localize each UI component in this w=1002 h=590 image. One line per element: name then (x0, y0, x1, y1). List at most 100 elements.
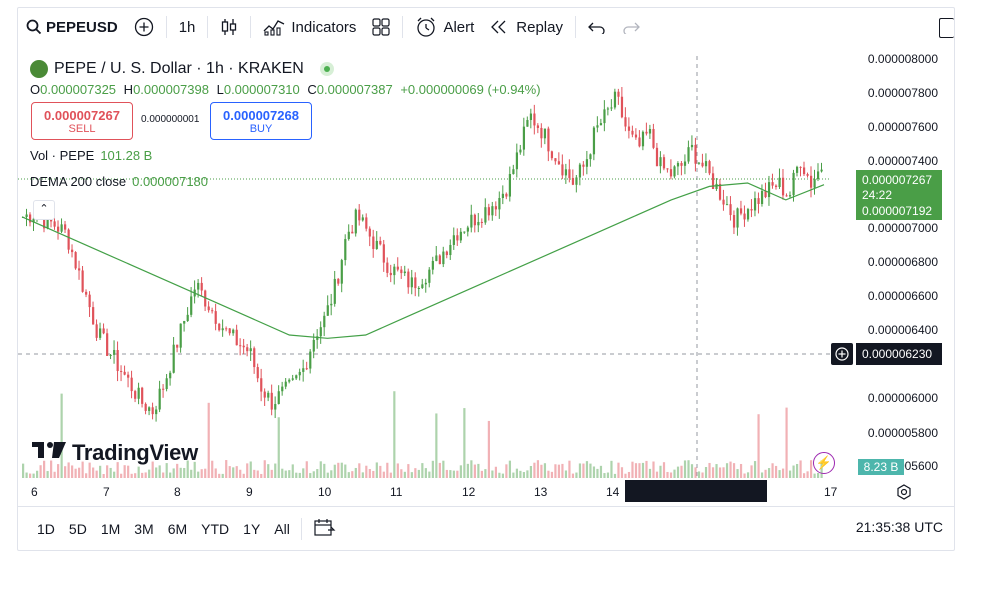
volume-bar (221, 473, 224, 478)
candle-body (92, 307, 95, 325)
layouts-button[interactable] (364, 8, 398, 46)
volume-bar (253, 469, 256, 478)
volume-bar (571, 473, 575, 478)
compare-symbol-button[interactable] (126, 8, 162, 46)
candle-body (452, 235, 455, 245)
candle-body (337, 278, 340, 284)
range-button-1m[interactable]: 1M (100, 521, 121, 537)
lightning-icon[interactable]: ⚡ (813, 452, 835, 474)
candle-body (557, 161, 561, 165)
indicators-button[interactable]: Indicators (255, 8, 364, 46)
candle-body (263, 391, 266, 398)
candle-body (137, 387, 140, 399)
volume-bar (799, 460, 802, 478)
crosshair-add-button[interactable] (831, 343, 853, 365)
volume-bar (365, 465, 368, 478)
candle-body (813, 179, 816, 188)
range-button-5d[interactable]: 5D (68, 521, 87, 537)
candle-body (683, 161, 687, 166)
volume-bar (64, 466, 67, 478)
symbol-search-button[interactable]: PEPEUSD (18, 8, 126, 46)
volume-bar (305, 461, 308, 478)
candle-body (631, 130, 634, 135)
go-to-date-icon[interactable] (314, 518, 336, 541)
sell-label: SELL (68, 122, 96, 135)
volume-bar (92, 467, 95, 478)
candle-body (186, 314, 189, 322)
candle-body (690, 144, 694, 148)
price-chart[interactable] (18, 46, 954, 506)
volume-bar (71, 465, 74, 478)
fullscreen-icon[interactable] (939, 18, 954, 38)
range-button-3m[interactable]: 3M (134, 521, 154, 537)
series-title[interactable]: PEPE / U. S. Dollar · 1h · KRAKEN (54, 60, 304, 77)
replay-button[interactable]: Replay (482, 8, 571, 46)
volume-bar (669, 472, 673, 478)
range-button-ytd[interactable]: YTD (201, 521, 230, 537)
sell-button[interactable]: 0.000007267 SELL (31, 102, 133, 140)
candle-body (571, 178, 575, 185)
candle-body (340, 260, 343, 284)
dema-value: 0.000007180 (132, 174, 209, 189)
candle-body (785, 195, 788, 197)
range-button-1y[interactable]: 1Y (243, 521, 261, 537)
volume-bar (176, 463, 179, 478)
range-button-all[interactable]: All (274, 521, 290, 537)
candle-body (235, 329, 238, 346)
range-button-6m[interactable]: 6M (167, 521, 188, 537)
current-price: 0.000007267 (862, 173, 933, 187)
candle-body (71, 249, 74, 253)
candle-body (729, 204, 732, 216)
volume-bar (123, 465, 126, 478)
volume-bar (438, 462, 441, 478)
volume-bar (428, 471, 431, 478)
alert-button[interactable]: Alert (407, 8, 482, 46)
volume-bar (466, 463, 469, 478)
chevron-up-icon[interactable]: ⌃ (33, 200, 55, 220)
utc-clock[interactable]: 21:35:38 UTC (855, 519, 943, 535)
time-tick: 9 (246, 485, 253, 499)
volume-bar (529, 465, 533, 478)
undo-button[interactable] (580, 8, 614, 46)
range-button-1d[interactable]: 1D (37, 521, 55, 537)
candle-body (25, 214, 28, 217)
range-buttons: 1D 5D 1M 3M 6M YTD 1Y All (30, 521, 297, 537)
candle-body (816, 171, 820, 180)
candle-body (704, 161, 708, 167)
buy-button[interactable]: 0.000007268 BUY (210, 102, 312, 140)
chart-settings-icon[interactable] (896, 484, 912, 505)
candle-body (144, 403, 147, 411)
toolbar-divider (207, 16, 209, 38)
candle-body (29, 214, 32, 223)
candle-body (771, 182, 774, 186)
candle-body (606, 108, 610, 110)
candle-body (109, 354, 112, 356)
candle-body (655, 147, 659, 167)
volume-legend[interactable]: Vol · PEPE 101.28 B (30, 148, 153, 163)
candle-body (130, 377, 133, 392)
candle-body (505, 193, 508, 197)
candle-body (375, 240, 378, 249)
candle-body (778, 177, 781, 188)
volume-bar (25, 472, 28, 478)
volume-bar (372, 470, 375, 478)
candle-body (305, 368, 308, 370)
candle-body (85, 291, 88, 295)
volume-bar (263, 460, 266, 478)
candle-body (428, 269, 431, 283)
price-tick: 0.000007400 (867, 154, 938, 168)
volume-bar (652, 461, 655, 478)
replay-label: Replay (516, 18, 563, 36)
interval-button[interactable]: 1h (171, 8, 204, 46)
candle-body (445, 251, 448, 256)
redo-button[interactable] (614, 8, 648, 46)
volume-bar (232, 467, 235, 478)
volume-bar (151, 461, 154, 478)
volume-bar (127, 465, 130, 478)
dema-legend[interactable]: DEMA 200 close 0.000007180 (30, 174, 209, 189)
chart-type-button[interactable] (212, 8, 246, 46)
candle-body (67, 229, 70, 250)
candle-body (666, 168, 669, 170)
logo-text: TradingView (72, 440, 198, 465)
volume-bar (564, 470, 568, 478)
